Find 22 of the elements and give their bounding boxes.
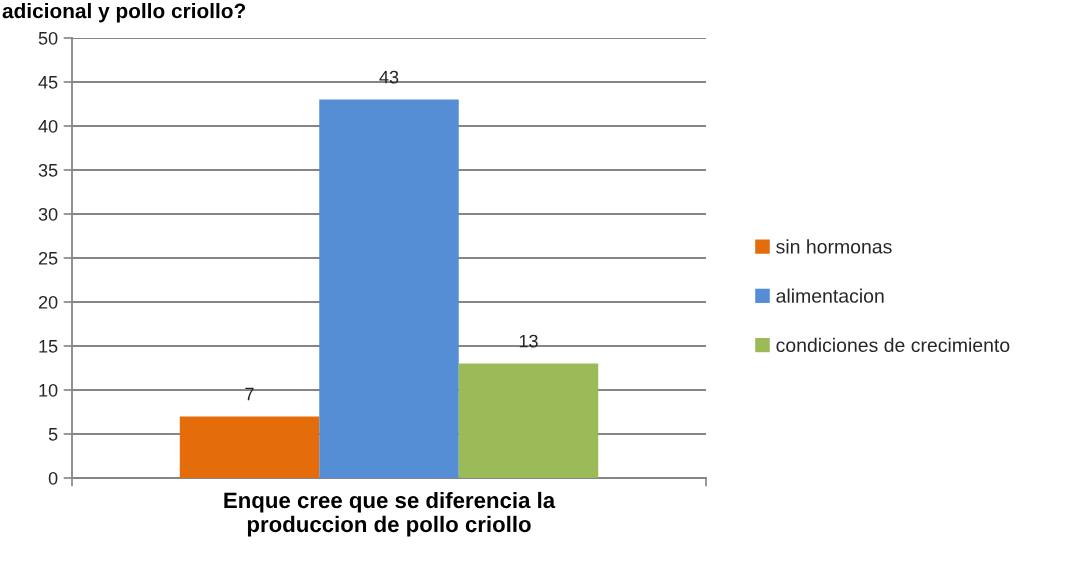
legend-label: sin hormonas <box>776 239 892 254</box>
x-tick-label: Enque cree que se diferencia la produccion de pollo criollo <box>224 491 556 537</box>
bar <box>179 416 320 478</box>
y-tick-label: 45 <box>38 76 58 89</box>
legend-label: condiciones de crecimiento <box>776 337 1010 353</box>
y-tick-label: 25 <box>38 251 58 265</box>
y-tick-label: 15 <box>39 340 58 353</box>
y-tick-label: 30 <box>38 207 58 221</box>
y-tick-label: 10 <box>39 383 58 397</box>
y-tick-label: 50 <box>38 31 58 45</box>
data-label: 7 <box>245 387 254 401</box>
y-tick-label: 40 <box>38 119 58 133</box>
bar <box>458 363 599 478</box>
data-label: 43 <box>379 70 399 84</box>
y-tick-label: 20 <box>38 295 58 309</box>
y-tick-label: 0 <box>48 471 58 485</box>
chart-title: adicional y pollo criollo? <box>2 3 246 23</box>
legend-label: alimentacion <box>776 288 884 303</box>
y-tick-label: 35 <box>38 163 58 177</box>
y-tick-label: 5 <box>48 428 58 441</box>
bar <box>319 99 459 478</box>
data-label: 13 <box>519 334 538 348</box>
